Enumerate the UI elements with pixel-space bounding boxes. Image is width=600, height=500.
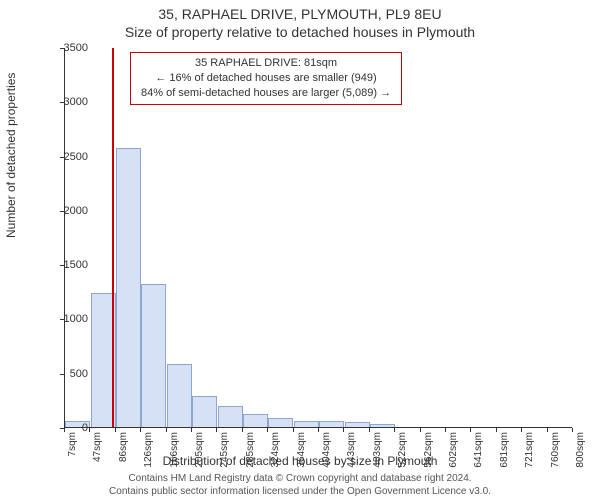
y-tick-label: 500 — [42, 368, 88, 380]
x-tick-mark — [572, 428, 573, 432]
x-tick-mark — [496, 428, 497, 432]
y-tick-label: 3500 — [42, 42, 88, 54]
x-tick-mark — [343, 428, 344, 432]
x-tick-mark — [420, 428, 421, 432]
attribution-line-2: Contains public sector information licen… — [0, 486, 600, 499]
y-axis-label: Number of detached properties — [4, 73, 18, 238]
x-tick-mark — [267, 428, 268, 432]
histogram-bar — [116, 148, 141, 427]
y-tick-label: 1000 — [42, 313, 88, 325]
y-tick-mark — [60, 157, 64, 158]
x-tick-mark — [64, 428, 65, 432]
chart-container: 35, RAPHAEL DRIVE, PLYMOUTH, PL9 8EU Siz… — [0, 0, 600, 500]
x-tick-mark — [293, 428, 294, 432]
x-tick-mark — [140, 428, 141, 432]
histogram-bar — [345, 422, 370, 427]
legend-line-1: 35 RAPHAEL DRIVE: 81sqm — [141, 56, 391, 71]
x-tick-mark — [521, 428, 522, 432]
x-axis-label: Distribution of detached houses by size … — [0, 454, 600, 468]
x-tick-mark — [318, 428, 319, 432]
histogram-bar — [218, 406, 243, 427]
chart-title: 35, RAPHAEL DRIVE, PLYMOUTH, PL9 8EU — [0, 6, 600, 22]
x-tick-mark — [89, 428, 90, 432]
histogram-bar — [268, 418, 293, 427]
x-tick-mark — [470, 428, 471, 432]
chart-subtitle: Size of property relative to detached ho… — [0, 24, 600, 40]
y-tick-mark — [60, 211, 64, 212]
x-tick-mark — [115, 428, 116, 432]
histogram-bar — [370, 424, 395, 427]
y-tick-label: 2500 — [42, 151, 88, 163]
histogram-bar — [243, 414, 268, 427]
x-tick-mark — [242, 428, 243, 432]
y-tick-label: 2000 — [42, 205, 88, 217]
histogram-bar — [141, 284, 166, 427]
attribution-line-1: Contains HM Land Registry data © Crown c… — [0, 473, 600, 486]
x-tick-mark — [166, 428, 167, 432]
y-tick-label: 3000 — [42, 96, 88, 108]
x-tick-mark — [191, 428, 192, 432]
y-tick-mark — [60, 48, 64, 49]
x-tick-mark — [394, 428, 395, 432]
x-tick-mark — [216, 428, 217, 432]
x-tick-mark — [445, 428, 446, 432]
legend-line-2: ← 16% of detached houses are smaller (94… — [141, 71, 391, 86]
y-tick-mark — [60, 102, 64, 103]
x-tick-label: 7sqm — [67, 432, 78, 456]
y-tick-mark — [60, 374, 64, 375]
bars-group — [65, 48, 572, 427]
histogram-bar — [167, 364, 192, 427]
histogram-bar — [319, 421, 344, 427]
attribution: Contains HM Land Registry data © Crown c… — [0, 473, 600, 498]
legend-box: 35 RAPHAEL DRIVE: 81sqm ← 16% of detache… — [130, 52, 402, 105]
histogram-bar — [192, 396, 217, 427]
legend-line-3: 84% of semi-detached houses are larger (… — [141, 86, 391, 101]
plot-area — [64, 48, 572, 428]
y-tick-label: 0 — [42, 422, 88, 434]
y-tick-mark — [60, 319, 64, 320]
x-tick-mark — [547, 428, 548, 432]
y-tick-mark — [60, 265, 64, 266]
x-tick-mark — [369, 428, 370, 432]
y-tick-label: 1500 — [42, 259, 88, 271]
property-marker-line — [112, 48, 114, 427]
histogram-bar — [294, 421, 319, 428]
